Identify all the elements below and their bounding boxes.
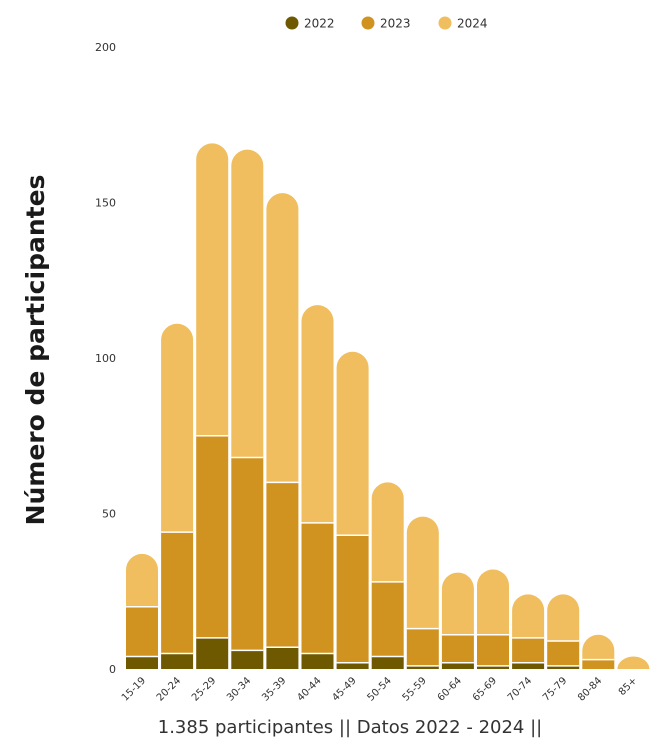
x-tick-label: 75-79 xyxy=(541,675,569,703)
x-tick-label: 60-64 xyxy=(436,675,464,703)
bar-20-24-2022 xyxy=(161,653,194,669)
y-axis-label: Número de participantes xyxy=(21,175,50,526)
bar-40-44-2024 xyxy=(301,305,334,523)
bar-15-19-2023 xyxy=(126,606,158,657)
bar-35-39-2024 xyxy=(266,193,299,483)
y-axis-ticks: 0 50 100 150 200 xyxy=(95,41,116,676)
bar-50-54-2022 xyxy=(371,656,404,669)
bar-45-49-2022 xyxy=(336,662,369,669)
y-tick-label: 100 xyxy=(95,352,116,365)
bar-25-29-2023 xyxy=(196,435,229,638)
bar-60-64-2024 xyxy=(441,572,474,635)
x-tick-label: 45-49 xyxy=(330,675,358,703)
x-tick-label: 35-39 xyxy=(260,675,288,703)
legend: 2022 2023 2024 xyxy=(285,16,488,31)
x-tick-label: 70-74 xyxy=(506,675,534,703)
legend-swatch-2023 xyxy=(361,16,375,30)
x-tick-label: 25-29 xyxy=(190,675,218,703)
x-tick-label: 50-54 xyxy=(365,675,393,703)
bar-30-34-2024 xyxy=(231,149,264,458)
legend-swatch-2024 xyxy=(438,16,452,30)
bar-35-39-2023 xyxy=(266,482,299,648)
bar-20-24-2023 xyxy=(161,532,194,654)
bar-75-79-2024 xyxy=(547,594,580,642)
bar-35-39-2022 xyxy=(266,647,299,669)
bar-70-74-2024 xyxy=(512,594,545,638)
bar-55-59-2024 xyxy=(406,516,439,629)
x-tick-label: 30-34 xyxy=(225,675,253,703)
bar-55-59-2023 xyxy=(406,628,439,666)
bar-50-54-2024 xyxy=(371,482,404,582)
bar-70-74-2023 xyxy=(512,637,545,663)
y-tick-label: 150 xyxy=(95,197,116,210)
bar-65-69-2022 xyxy=(477,665,509,669)
bar-65-69-2023 xyxy=(477,634,509,666)
bar-40-44-2023 xyxy=(301,522,334,654)
bar-15-19-2024 xyxy=(126,553,158,607)
legend-label: 2024 xyxy=(457,17,488,31)
bar-45-49-2024 xyxy=(336,351,369,536)
x-axis-labels: 15-19 20-24 25-29 30-34 35-39 40-44 45-49 50-54… xyxy=(120,675,640,703)
legend-swatch-2022 xyxy=(285,16,299,30)
bar-75-79-2023 xyxy=(547,641,580,666)
bar-45-49-2023 xyxy=(336,535,369,663)
chart-footer: 1.385 participantes || Datos 2022 - 2024… xyxy=(158,717,542,738)
bar-60-64-2023 xyxy=(441,634,474,663)
legend-label: 2023 xyxy=(380,17,411,31)
x-tick-label: 85+ xyxy=(617,675,640,698)
bar-30-34-2022 xyxy=(231,650,264,669)
bar-80-84-2024 xyxy=(582,634,615,660)
y-tick-label: 200 xyxy=(95,41,116,54)
x-tick-label: 55-59 xyxy=(401,675,429,703)
bar-25-29-2024 xyxy=(196,143,229,436)
bar-30-34-2023 xyxy=(231,457,264,651)
bar-75-79-2022 xyxy=(547,665,580,669)
bar-80-84-2023 xyxy=(582,659,615,669)
x-tick-label: 15-19 xyxy=(120,675,148,703)
bar-15-19-2022 xyxy=(126,656,158,669)
bar-25-29-2022 xyxy=(196,637,229,669)
bar-65-69-2024 xyxy=(477,569,509,635)
bar-60-64-2022 xyxy=(441,662,474,669)
x-tick-label: 20-24 xyxy=(155,675,183,703)
bar-20-24-2024 xyxy=(161,323,194,533)
x-tick-label: 80-84 xyxy=(576,675,604,703)
bar-50-54-2023 xyxy=(371,581,404,657)
bar-70-74-2022 xyxy=(512,662,545,669)
x-tick-label: 40-44 xyxy=(295,675,323,703)
legend-label: 2022 xyxy=(304,17,335,31)
y-tick-label: 0 xyxy=(109,663,116,676)
bar-85+-2024 xyxy=(617,656,650,669)
bar-55-59-2022 xyxy=(406,665,439,669)
bars xyxy=(126,143,650,669)
bar-40-44-2022 xyxy=(301,653,334,669)
y-tick-label: 50 xyxy=(102,508,116,521)
x-tick-label: 65-69 xyxy=(471,675,499,703)
